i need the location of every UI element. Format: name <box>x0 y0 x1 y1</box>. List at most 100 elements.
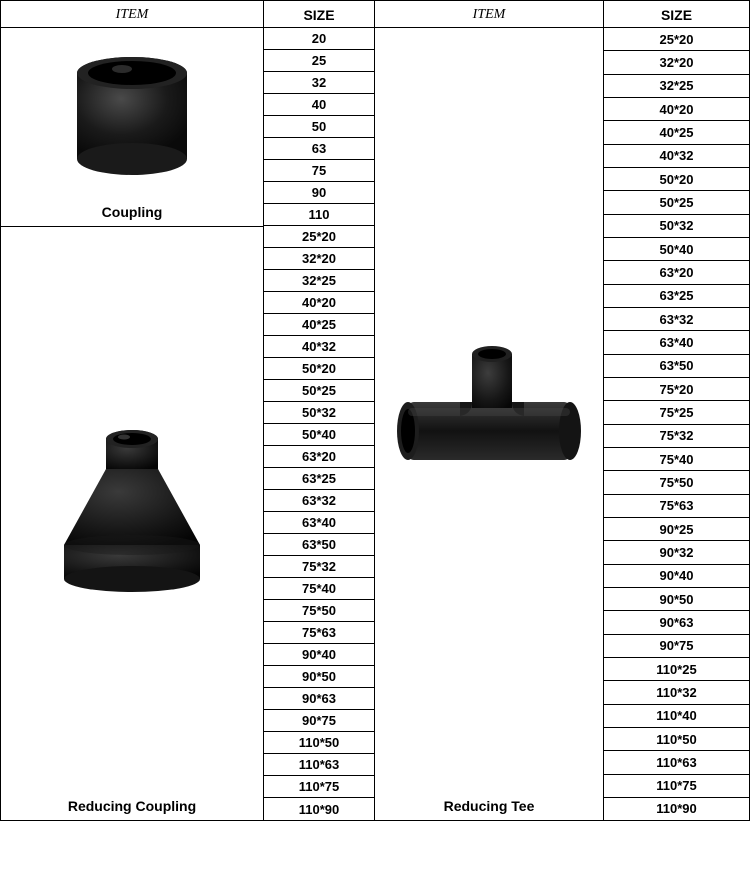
size-cell: 50*20 <box>604 168 749 191</box>
right-size-col: 25*2032*2032*2540*2040*2540*3250*2050*25… <box>604 28 749 820</box>
header-item-right: ITEM <box>375 1 604 27</box>
size-cell: 75*25 <box>604 401 749 424</box>
size-cell: 75*20 <box>604 378 749 401</box>
size-cell: 75*63 <box>604 495 749 518</box>
item-label: Reducing Tee <box>444 794 535 820</box>
size-cell: 75*32 <box>264 556 374 578</box>
coupling-icon <box>62 49 202 179</box>
size-cell: 75 <box>264 160 374 182</box>
left-header: ITEM SIZE <box>1 1 374 28</box>
size-cell: 110 <box>264 204 374 226</box>
size-cell: 20 <box>264 28 374 50</box>
size-cell: 90*75 <box>264 710 374 732</box>
item-label: Coupling <box>102 200 163 226</box>
left-item-col: Coupling Reducing Coupling <box>1 28 264 820</box>
size-cell: 110*75 <box>264 776 374 798</box>
size-cell: 63*32 <box>604 308 749 331</box>
size-cell: 40*25 <box>264 314 374 336</box>
size-cell: 90*75 <box>604 635 749 658</box>
left-body: Coupling Reducing Coupling 2025324 <box>1 28 374 820</box>
size-cell: 75*32 <box>604 425 749 448</box>
size-cell: 25*20 <box>604 28 749 51</box>
header-item-left: ITEM <box>1 1 264 27</box>
size-cell: 110*90 <box>604 798 749 820</box>
size-cell: 50*32 <box>264 402 374 424</box>
size-cell: 75*50 <box>264 600 374 622</box>
size-cell: 40*32 <box>604 145 749 168</box>
size-cell: 90*50 <box>604 588 749 611</box>
size-cell: 50*20 <box>264 358 374 380</box>
size-cell: 63*20 <box>604 261 749 284</box>
size-cell: 90 <box>264 182 374 204</box>
size-cell: 63*20 <box>264 446 374 468</box>
item-block: Reducing Coupling <box>1 227 263 820</box>
size-cell: 32*20 <box>604 51 749 74</box>
header-item-left-text: ITEM <box>116 7 149 22</box>
size-cell: 40*20 <box>604 98 749 121</box>
size-cell: 40*20 <box>264 292 374 314</box>
size-cell: 50*40 <box>264 424 374 446</box>
size-cell: 40 <box>264 94 374 116</box>
item-image-wrap <box>1 28 263 200</box>
size-cell: 50*25 <box>604 191 749 214</box>
size-cell: 75*40 <box>604 448 749 471</box>
size-cell: 32*25 <box>604 75 749 98</box>
size-cell: 50*40 <box>604 238 749 261</box>
right-item-col: Reducing Tee <box>375 28 604 820</box>
item-block: Reducing Tee <box>375 28 603 820</box>
size-cell: 110*90 <box>264 798 374 820</box>
item-block: Coupling <box>1 28 263 227</box>
size-cell: 63*25 <box>264 468 374 490</box>
size-cell: 25*20 <box>264 226 374 248</box>
product-size-table: ITEM SIZE Coupling <box>0 0 750 821</box>
size-cell: 25 <box>264 50 374 72</box>
header-size-left-text: SIZE <box>303 7 334 23</box>
size-cell: 110*32 <box>604 681 749 704</box>
size-cell: 63*50 <box>264 534 374 556</box>
size-cell: 32*20 <box>264 248 374 270</box>
right-header: ITEM SIZE <box>375 1 749 28</box>
right-body: Reducing Tee 25*2032*2032*2540*2040*2540… <box>375 28 749 820</box>
size-cell: 40*32 <box>264 336 374 358</box>
header-size-right: SIZE <box>604 1 749 27</box>
size-cell: 75*63 <box>264 622 374 644</box>
size-cell: 40*25 <box>604 121 749 144</box>
size-cell: 50*32 <box>604 215 749 238</box>
size-cell: 90*40 <box>264 644 374 666</box>
size-cell: 63*50 <box>604 355 749 378</box>
size-cell: 32*25 <box>264 270 374 292</box>
size-cell: 110*63 <box>604 751 749 774</box>
size-cell: 110*50 <box>264 732 374 754</box>
size-cell: 63*40 <box>604 331 749 354</box>
size-cell: 63*32 <box>264 490 374 512</box>
size-cell: 75*50 <box>604 471 749 494</box>
item-image-wrap <box>375 28 603 794</box>
size-cell: 90*50 <box>264 666 374 688</box>
reducing-tee-icon <box>394 336 584 486</box>
size-cell: 50 <box>264 116 374 138</box>
size-cell: 110*40 <box>604 705 749 728</box>
header-size-left: SIZE <box>264 1 374 27</box>
header-size-right-text: SIZE <box>661 7 692 23</box>
size-cell: 90*63 <box>604 611 749 634</box>
right-half: ITEM SIZE <box>375 1 749 820</box>
left-half: ITEM SIZE Coupling <box>1 1 375 820</box>
size-cell: 110*50 <box>604 728 749 751</box>
size-cell: 63*40 <box>264 512 374 534</box>
size-cell: 50*25 <box>264 380 374 402</box>
size-cell: 90*40 <box>604 565 749 588</box>
size-cell: 63*25 <box>604 285 749 308</box>
left-size-col: 202532405063759011025*2032*2032*2540*204… <box>264 28 374 820</box>
size-cell: 110*75 <box>604 775 749 798</box>
size-cell: 75*40 <box>264 578 374 600</box>
size-cell: 32 <box>264 72 374 94</box>
reducing-coupling-icon <box>52 425 212 595</box>
size-cell: 110*25 <box>604 658 749 681</box>
size-cell: 90*63 <box>264 688 374 710</box>
size-cell: 63 <box>264 138 374 160</box>
size-cell: 90*32 <box>604 541 749 564</box>
header-item-right-text: ITEM <box>473 7 506 22</box>
item-label: Reducing Coupling <box>68 794 196 820</box>
size-cell: 90*25 <box>604 518 749 541</box>
size-cell: 110*63 <box>264 754 374 776</box>
